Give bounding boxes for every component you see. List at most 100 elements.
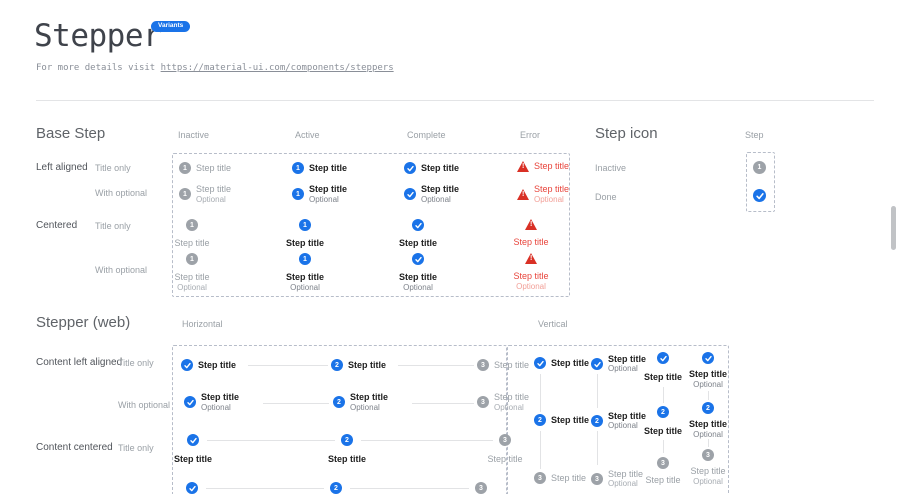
step-optional: Optional bbox=[608, 479, 638, 489]
vstep-complete-optional: Step title Optional bbox=[591, 352, 646, 376]
step-number-icon: 1 bbox=[179, 162, 191, 174]
check-icon bbox=[186, 482, 198, 494]
step-number-icon: 2 bbox=[341, 434, 353, 446]
column-header-step: Step bbox=[745, 130, 764, 140]
step-active-optional: 1 Step title Optional bbox=[292, 184, 347, 205]
step-title: Step title bbox=[196, 162, 232, 173]
step-title: Step title bbox=[285, 238, 324, 248]
step-connector bbox=[708, 439, 709, 447]
step-connector bbox=[207, 440, 335, 441]
step-complete-optional: Step title Optional bbox=[404, 184, 459, 205]
step-connector bbox=[361, 440, 493, 441]
step-number-icon: 2 bbox=[591, 415, 603, 427]
step-connector bbox=[597, 374, 598, 408]
step-optional: Optional bbox=[196, 194, 226, 204]
step-title: Step title bbox=[534, 161, 570, 172]
step-title: Step title bbox=[174, 272, 210, 282]
step-connector bbox=[540, 374, 541, 412]
subtitle-text: For more details visit bbox=[36, 63, 161, 73]
column-header-error: Error bbox=[520, 130, 540, 140]
row-label-title-only: Title only bbox=[118, 443, 154, 453]
step-number-icon: 2 bbox=[331, 359, 343, 371]
vstep-inactive: 3 Step title bbox=[534, 472, 586, 484]
vstep-inactive-optional: 3 Step title Optional bbox=[591, 467, 643, 491]
step-optional: Optional bbox=[693, 476, 723, 486]
step-number-icon: 1 bbox=[186, 253, 198, 265]
step-connector bbox=[398, 365, 474, 366]
step-title: Step title bbox=[551, 472, 587, 483]
step-optional: Optional bbox=[309, 194, 339, 204]
step-icon-heading: Step icon bbox=[595, 125, 658, 142]
step-centered-active-optional: 1 Step title Optional bbox=[270, 253, 340, 293]
step-title: Step title bbox=[608, 410, 647, 421]
warning-icon bbox=[525, 219, 537, 230]
vertical-scrollbar-thumb[interactable] bbox=[891, 206, 896, 250]
step-number-icon: 2 bbox=[330, 482, 342, 494]
step-number-icon: 3 bbox=[657, 457, 669, 469]
step-title: Step title bbox=[487, 454, 523, 464]
step-number-icon: 1 bbox=[299, 253, 311, 265]
step-title: Step title bbox=[494, 359, 530, 370]
step-centered-active: 1 Step title bbox=[270, 219, 340, 249]
step-title: Step title bbox=[551, 414, 590, 425]
step-number-icon: 1 bbox=[292, 162, 304, 174]
warning-icon bbox=[525, 253, 537, 264]
step-centered-complete: Step title bbox=[383, 219, 453, 249]
step-number-icon: 3 bbox=[475, 482, 487, 494]
step-connector bbox=[597, 431, 598, 465]
step-centered-inactive-optional: 1 Step title Optional bbox=[157, 253, 227, 293]
step-title: Step title bbox=[608, 353, 647, 364]
check-icon bbox=[657, 352, 669, 364]
step-optional: Optional bbox=[403, 282, 433, 292]
row-label-with-optional: With optional bbox=[95, 188, 148, 198]
step-number-icon: 1 bbox=[753, 161, 766, 174]
step-number-icon: 2 bbox=[657, 406, 669, 418]
step-number-icon: 1 bbox=[179, 188, 191, 201]
step-title: Step title bbox=[327, 454, 366, 464]
check-icon bbox=[184, 396, 196, 409]
row-label-done: Done bbox=[595, 192, 617, 202]
step-optional: Optional bbox=[608, 364, 638, 374]
step-connector bbox=[350, 488, 469, 489]
step-title: Step title bbox=[421, 184, 460, 194]
step-number-icon: 1 bbox=[299, 219, 311, 231]
step-title: Step title bbox=[348, 359, 387, 370]
step-optional: Optional bbox=[516, 281, 546, 291]
step-title: Step title bbox=[643, 372, 682, 382]
step-number-icon: 3 bbox=[591, 473, 603, 485]
check-icon bbox=[412, 219, 424, 231]
check-icon bbox=[591, 358, 603, 370]
step-connector bbox=[663, 440, 664, 453]
step-optional: Optional bbox=[177, 282, 207, 292]
check-icon bbox=[404, 162, 416, 174]
check-icon bbox=[412, 253, 424, 265]
warning-icon bbox=[517, 161, 529, 172]
vstep-centered-inactive: 3 Step title bbox=[633, 457, 693, 486]
check-icon bbox=[404, 188, 416, 201]
material-ui-link[interactable]: https://material-ui.com/components/stepp… bbox=[160, 63, 394, 73]
step-title: Step title bbox=[688, 369, 727, 379]
header-divider bbox=[36, 100, 874, 101]
row-label-title-only: Title only bbox=[95, 221, 131, 231]
step-centered-inactive: 1 Step title bbox=[157, 219, 227, 249]
column-header-horizontal: Horizontal bbox=[182, 319, 223, 329]
step-optional: Optional bbox=[494, 402, 524, 412]
step-active-title: 1 Step title bbox=[292, 162, 347, 174]
column-header-vertical: Vertical bbox=[538, 319, 568, 329]
step-title: Step title bbox=[201, 392, 240, 402]
step-title: Step title bbox=[608, 468, 644, 479]
hstep-complete-optional: Step title Optional bbox=[184, 392, 239, 413]
vstep-centered-complete: Step title bbox=[633, 352, 693, 383]
step-connector bbox=[540, 431, 541, 469]
step-title: Step title bbox=[309, 162, 348, 173]
step-optional: Optional bbox=[290, 282, 320, 292]
step-connector bbox=[663, 387, 664, 403]
hstep-inactive-optional: 3 Step title Optional bbox=[477, 392, 529, 413]
step-number-icon: 2 bbox=[702, 402, 714, 414]
row-label-centered: Centered bbox=[36, 220, 78, 231]
step-centered-error: Step title bbox=[496, 219, 566, 248]
vstep-active: 2 Step title bbox=[534, 414, 589, 426]
step-number-icon: 1 bbox=[186, 219, 198, 231]
step-title: Step title bbox=[494, 392, 530, 402]
